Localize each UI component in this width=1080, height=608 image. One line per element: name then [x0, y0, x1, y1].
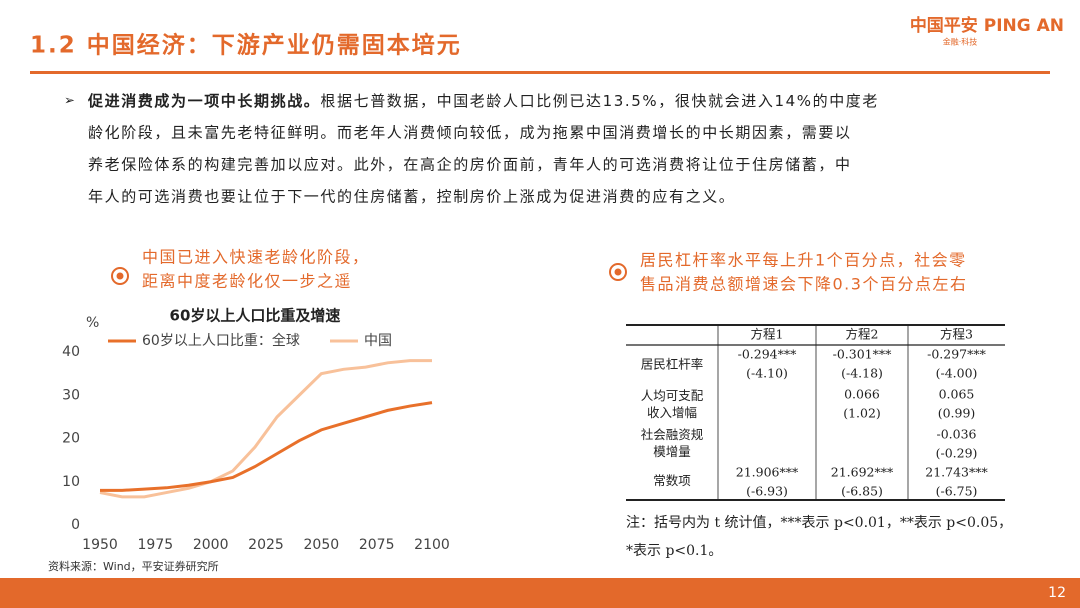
- x-tick-label: 2050: [304, 537, 340, 553]
- y-tick-label: 40: [62, 344, 80, 360]
- table-header: 方程1: [751, 327, 784, 342]
- table-cell: (-6.75): [936, 484, 978, 499]
- table-cell: -0.036: [936, 427, 976, 442]
- page-number: 12: [1048, 585, 1066, 601]
- table-cell: 21.743***: [925, 465, 988, 480]
- table-cell: 0.065: [939, 387, 975, 402]
- source: 资料来源：Wind，平安证券研究所: [48, 559, 219, 573]
- x-tick-label: 2000: [193, 537, 229, 553]
- row-label: 社会融资规: [641, 427, 704, 442]
- table-header: 方程3: [940, 327, 973, 342]
- ann-icon-dot: [116, 272, 124, 280]
- row-label: 居民杠杆率: [641, 357, 704, 372]
- series-line: [99, 359, 432, 499]
- y-axis-label: %: [86, 315, 99, 331]
- row-label: 模增量: [653, 444, 691, 459]
- legend-label: 中国: [364, 333, 392, 349]
- table-cell: (-6.85): [841, 484, 883, 499]
- ann-icon: [111, 267, 129, 285]
- y-tick-label: 30: [62, 387, 80, 403]
- paragraph-line: 龄化阶段，且未富先老特征鲜明。而老年人消费倾向较低，成为拖累中国消费增长的中长期…: [88, 124, 852, 142]
- table-cell: -0.294***: [738, 347, 798, 362]
- table: 方程1 方程2 方程3 居民杠杆率 -0.294*** (-4.10) -0.301*** (…: [626, 324, 1012, 559]
- table-cell: -0.301***: [833, 347, 893, 362]
- x-tick-label: 1975: [138, 537, 174, 553]
- row-label: 常数项: [653, 473, 691, 488]
- paragraph-text: 根据七普数据，中国老龄人口比例已达13.5%，很快就会进入14%的中度老: [320, 92, 879, 110]
- title-rule: [30, 71, 1050, 74]
- table-cell: (-6.93): [746, 484, 788, 499]
- bullet-arrow: ➢: [64, 94, 75, 109]
- table-cell: (-0.29): [936, 446, 978, 461]
- legend-label: 60岁以上人口比重：全球: [142, 332, 300, 349]
- paragraph: 促进消费成为一项中长期挑战。根据七普数据，中国老龄人口比例已达13.5%，很快就…: [87, 92, 879, 206]
- table-cell: (-4.10): [746, 366, 788, 381]
- annotation: 距离中度老龄化仅一步之遥: [142, 272, 352, 291]
- table-cell: (0.99): [938, 406, 976, 421]
- series-line: [100, 401, 433, 492]
- slide-title: 1.2 中国经济：下游产业仍需固本培元: [30, 32, 462, 59]
- annotation: 中国已进入快速老龄化阶段，: [142, 248, 370, 267]
- table-cell: -0.297***: [927, 347, 987, 362]
- table-cell: 0.066: [844, 387, 880, 402]
- table-cell: (-4.00): [936, 366, 978, 381]
- paragraph-lead: 促进消费成为一项中长期挑战。: [87, 92, 320, 110]
- table-cell: 21.692***: [831, 465, 894, 480]
- footer-bar: [0, 578, 1080, 608]
- y-tick-label: 0: [71, 517, 80, 533]
- table-cell: (-4.18): [841, 366, 883, 381]
- chart-title: 60岁以上人口比重及增速: [170, 307, 341, 325]
- y-tick-label: 10: [62, 474, 80, 490]
- x-tick-label: 2075: [359, 537, 395, 553]
- row-label: 收入增幅: [647, 405, 697, 420]
- table-header: 方程2: [846, 327, 879, 342]
- logo: 中国平安 PING AN: [910, 15, 1064, 36]
- row-label: 人均可支配: [641, 388, 704, 403]
- annotation: 居民杠杆率水平每上升1个百分点，社会零: [640, 251, 967, 270]
- x-tick-label: 2100: [414, 537, 450, 553]
- annotation: 售品消费总额增速会下降0.3个百分点左右: [640, 275, 967, 294]
- ann-icon: [609, 263, 627, 281]
- paragraph-line: 养老保险体系的构建完善加以应对。此外，在高企的房价面前，青年人的可选消费将让位于…: [88, 156, 852, 174]
- table-cell: (1.02): [843, 406, 881, 421]
- chart: 60岁以上人口比重及增速% 0 10 20 30 40 1950 1975 2000 2025 20…: [62, 307, 450, 554]
- logo-tagline: 金融·科技: [943, 37, 978, 47]
- x-tick-label: 1950: [82, 537, 118, 553]
- x-tick-label: 2025: [248, 537, 284, 553]
- table-note: *表示 p<0.1。: [626, 543, 722, 559]
- ann-icon-dot: [614, 268, 622, 276]
- paragraph-line: 年人的可选消费也要让位于下一代的住房储蓄，控制房价上涨成为促进消费的应有之义。: [88, 188, 735, 206]
- y-tick-label: 20: [62, 431, 80, 447]
- paragraph-line: 促进消费成为一项中长期挑战。根据七普数据，中国老龄人口比例已达13.5%，很快就…: [87, 92, 879, 110]
- table-note: 注：括号内为 t 统计值，***表示 p<0.01，**表示 p<0.05，: [626, 515, 1012, 531]
- table-cell: 21.906***: [736, 465, 799, 480]
